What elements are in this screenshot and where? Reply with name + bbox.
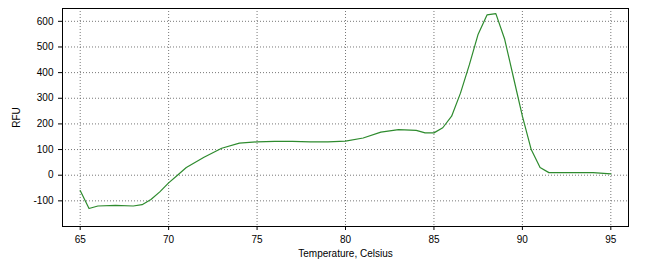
svg-text:0: 0 [48, 169, 54, 180]
svg-text:80: 80 [340, 234, 352, 245]
svg-text:65: 65 [75, 234, 87, 245]
svg-text:-100: -100 [33, 195, 53, 206]
svg-text:RFU: RFU [11, 107, 22, 128]
svg-text:90: 90 [517, 234, 529, 245]
svg-text:500: 500 [37, 41, 54, 52]
svg-text:200: 200 [37, 118, 54, 129]
svg-text:70: 70 [163, 234, 175, 245]
svg-text:100: 100 [37, 144, 54, 155]
svg-text:85: 85 [428, 234, 440, 245]
svg-text:300: 300 [37, 92, 54, 103]
svg-text:Temperature, Celsius: Temperature, Celsius [298, 248, 392, 259]
svg-text:95: 95 [605, 234, 617, 245]
svg-text:75: 75 [252, 234, 264, 245]
svg-text:400: 400 [37, 67, 54, 78]
svg-text:600: 600 [37, 16, 54, 27]
